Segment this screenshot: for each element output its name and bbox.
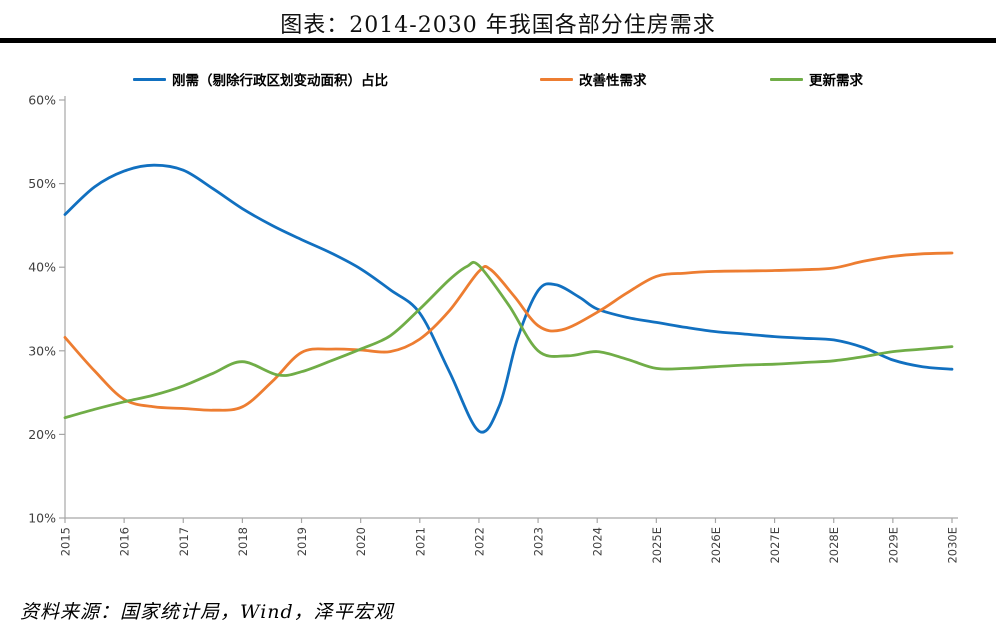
legend-swatch-icon xyxy=(540,77,573,81)
legend-label: 更新需求 xyxy=(809,73,863,89)
y-tick-label: 10% xyxy=(28,511,56,526)
x-tick-label: 2022 xyxy=(472,527,486,556)
legend-swatch-icon xyxy=(770,77,803,81)
x-tick-label: 2023 xyxy=(532,527,546,556)
x-tick-label: 2024 xyxy=(591,527,605,556)
x-tick-label: 2018 xyxy=(236,527,250,556)
legend-label: 改善性需求 xyxy=(579,73,647,89)
legend-label: 刚需（剔除行政区划变动面积）占比 xyxy=(172,73,388,89)
x-tick-label: 2015 xyxy=(59,527,73,556)
x-tick-label: 2017 xyxy=(177,527,191,556)
x-tick-label: 2028E xyxy=(827,527,841,564)
x-tick-label: 2020 xyxy=(354,527,368,556)
x-tick-label: 2021 xyxy=(413,527,427,556)
series-line-0 xyxy=(63,163,954,434)
legend-item-2: 更新需求 xyxy=(770,69,863,89)
y-tick-label: 20% xyxy=(28,427,56,442)
y-tick-label: 50% xyxy=(28,176,56,191)
x-tick-label: 2025E xyxy=(650,527,664,564)
series-line-1 xyxy=(63,251,954,412)
x-tick-label: 2026E xyxy=(709,527,723,564)
x-tick-label: 2016 xyxy=(118,527,132,556)
legend-swatch-icon xyxy=(133,77,166,81)
y-tick-label: 30% xyxy=(28,343,56,358)
x-tick-label: 2027E xyxy=(768,527,782,564)
series-line-2 xyxy=(63,260,954,420)
title-divider-rule xyxy=(0,38,996,43)
legend-item-1: 改善性需求 xyxy=(540,69,647,89)
chart-legend: 刚需（剔除行政区划变动面积）占比 改善性需求 更新需求 xyxy=(0,69,996,89)
chart-title: 图表：2014-2030 年我国各部分住房需求 xyxy=(280,13,716,38)
x-tick-label: 2029E xyxy=(886,527,900,564)
y-tick-label: 40% xyxy=(28,260,56,275)
x-tick-label: 2019 xyxy=(295,527,309,556)
y-tick-label: 60% xyxy=(28,93,56,108)
legend-item-0: 刚需（剔除行政区划变动面积）占比 xyxy=(133,69,388,89)
axis-lines xyxy=(64,96,958,519)
x-tick-label: 2030E xyxy=(946,527,960,564)
source-note: 资料来源：国家统计局，Wind，泽平宏观 xyxy=(20,601,394,623)
